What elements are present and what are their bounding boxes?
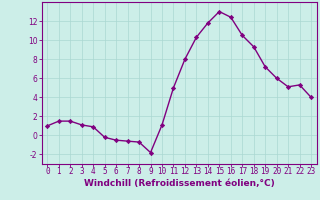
X-axis label: Windchill (Refroidissement éolien,°C): Windchill (Refroidissement éolien,°C) [84,179,275,188]
